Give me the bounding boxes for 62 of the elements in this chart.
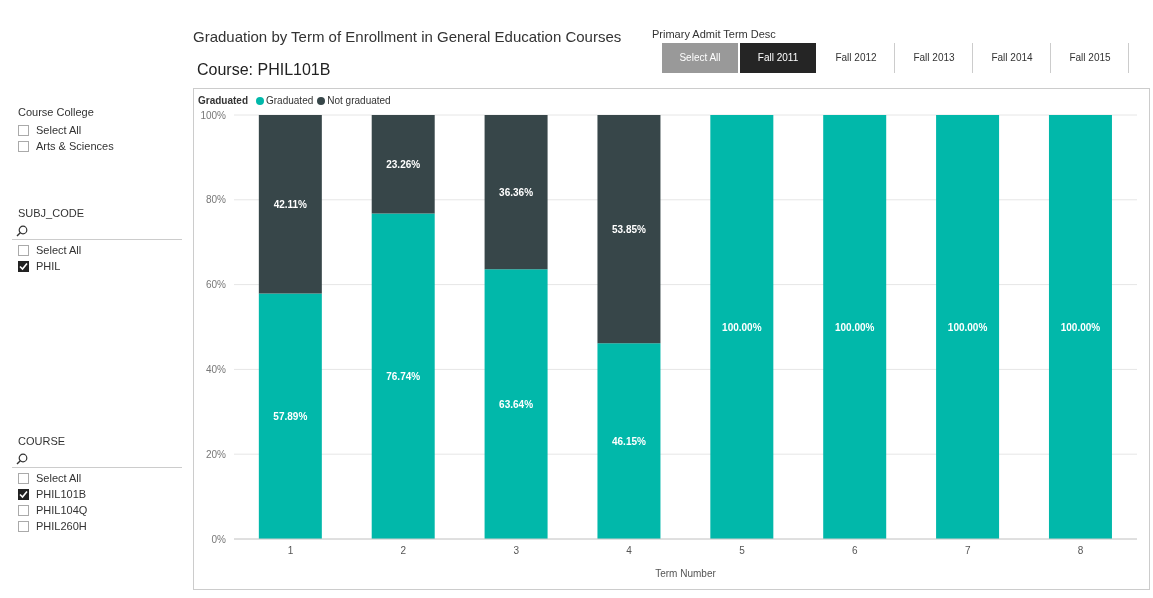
- data-label: 100.00%: [947, 322, 988, 333]
- data-label: 23.26%: [386, 159, 421, 171]
- text: Fall 2015: [1052, 43, 1129, 73]
- bar: [823, 115, 887, 539]
- bar: [258, 115, 322, 294]
- data-label: 100.00%: [722, 322, 762, 333]
- x-tick-label: 3: [513, 545, 520, 557]
- y-tick-label: 100%: [200, 109, 227, 121]
- legend-label: Not graduated: [326, 95, 391, 106]
- bar: [597, 115, 661, 344]
- legend-title: Graduated: [198, 95, 249, 106]
- bar: [710, 115, 774, 539]
- text: Fall 2014: [974, 43, 1051, 73]
- text: Select All: [36, 244, 82, 256]
- data-label: 100.00%: [834, 322, 875, 333]
- y-tick-label: 40%: [205, 363, 227, 375]
- bar: [484, 269, 548, 539]
- text: PHIL101B: [36, 488, 87, 500]
- data-label: 53.85%: [612, 224, 647, 236]
- x-axis-title: Term Number: [655, 568, 717, 579]
- text: SUBJ_CODE: [18, 207, 85, 219]
- y-tick-label: 20%: [205, 448, 227, 460]
- bar: [1048, 115, 1112, 539]
- x-tick-label: 8: [1077, 545, 1084, 557]
- bar: [258, 293, 322, 539]
- data-label: 46.15%: [612, 436, 647, 448]
- text: PHIL: [36, 260, 61, 272]
- y-tick-label: 80%: [205, 194, 227, 206]
- text: Select All: [36, 124, 82, 136]
- x-tick-label: 5: [739, 545, 746, 557]
- bar: [484, 115, 548, 270]
- data-label: 57.89%: [273, 411, 308, 423]
- x-tick-label: 1: [287, 545, 294, 557]
- bar: [371, 115, 435, 214]
- bar: [597, 343, 661, 539]
- data-label: 76.74%: [386, 371, 421, 383]
- text: Fall 2012: [818, 43, 895, 73]
- text: Primary Admit Term Desc: [652, 28, 776, 40]
- text: Course College: [18, 106, 94, 118]
- text: Select All: [662, 43, 738, 73]
- x-tick-label: 2: [400, 545, 407, 557]
- text: PHIL260H: [36, 520, 87, 532]
- chart-subtitle: Course: PHIL101B: [197, 61, 331, 79]
- x-tick-label: 4: [626, 545, 633, 557]
- legend-label: Graduated: [265, 95, 314, 106]
- x-tick-label: 6: [852, 545, 859, 557]
- data-label: 63.64%: [499, 399, 534, 411]
- text: Select All: [36, 472, 82, 484]
- text: Arts & Sciences: [36, 140, 114, 152]
- data-label: 42.11%: [273, 199, 308, 211]
- text: PHIL104Q: [36, 504, 88, 516]
- y-tick-label: 0%: [211, 533, 227, 545]
- text: Fall 2011: [740, 43, 816, 73]
- y-tick-label: 60%: [205, 279, 227, 291]
- chart-title: Graduation by Term of Enrollment in General Education Courses: [193, 28, 622, 45]
- bar: [936, 115, 1000, 539]
- x-tick-label: 7: [964, 545, 971, 557]
- text: Fall 2013: [896, 43, 973, 73]
- data-label: 100.00%: [1060, 322, 1101, 333]
- bar: [371, 213, 435, 539]
- text: COURSE: [18, 435, 66, 447]
- data-label: 36.36%: [499, 187, 534, 199]
